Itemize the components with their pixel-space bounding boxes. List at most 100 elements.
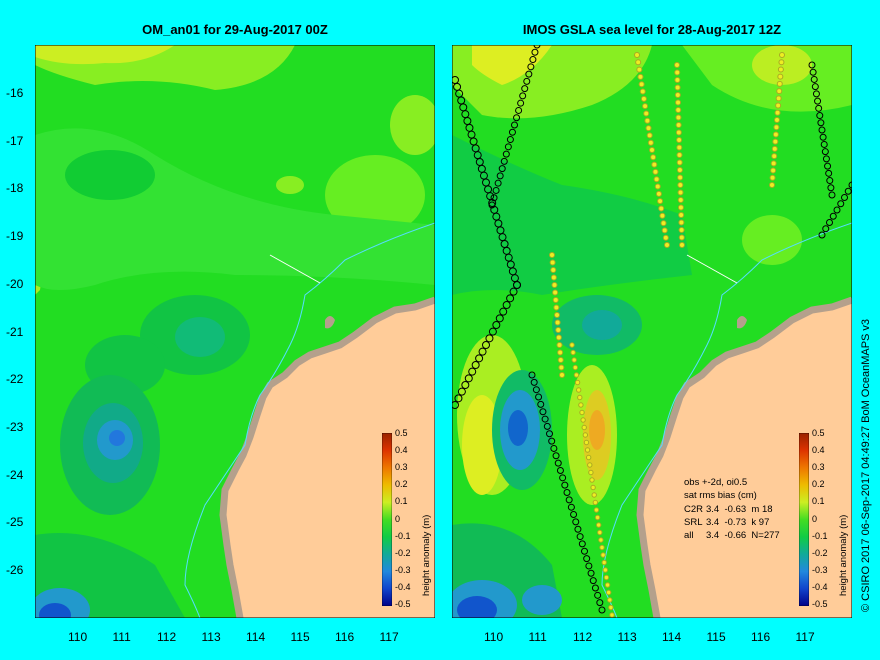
observation-marker xyxy=(771,153,778,160)
observation-marker xyxy=(521,85,529,93)
observation-marker xyxy=(826,177,834,185)
observation-marker xyxy=(657,198,664,205)
observation-marker xyxy=(772,138,779,145)
colorbar-tick-label: -0.1 xyxy=(812,530,828,541)
observation-marker xyxy=(646,132,653,139)
observation-marker xyxy=(552,452,560,460)
observation-marker xyxy=(848,181,852,189)
observation-marker xyxy=(675,129,682,136)
observation-marker xyxy=(573,372,580,378)
observation-marker xyxy=(574,379,581,386)
lat-tick-label: -25 xyxy=(6,515,24,530)
observation-marker xyxy=(559,474,567,482)
observation-marker xyxy=(454,394,463,403)
observation-marker xyxy=(674,92,681,98)
observation-marker xyxy=(600,552,606,558)
observation-marker xyxy=(659,212,666,219)
colorbar-tick-label: -0.3 xyxy=(395,564,411,575)
observation-marker xyxy=(569,342,575,348)
left-map-title: OM_an01 for 29-Aug-2017 00Z xyxy=(142,22,328,37)
colorbar-tick-label: 0.4 xyxy=(812,445,825,456)
observation-marker xyxy=(590,484,596,491)
colorbar-tick-label: 0.2 xyxy=(395,479,408,490)
observation-marker xyxy=(679,242,685,248)
observation-marker xyxy=(550,267,557,273)
coastline xyxy=(636,296,852,618)
observation-marker xyxy=(554,312,560,318)
observation-marker xyxy=(554,459,562,467)
observation-marker xyxy=(571,357,577,363)
observation-marker xyxy=(652,168,659,175)
observation-marker xyxy=(587,462,593,468)
observation-marker xyxy=(675,122,682,128)
lon-tick-label: 117 xyxy=(379,630,399,644)
observation-marker xyxy=(585,454,592,461)
stats-row-all-vals: 3.4 -0.66 N=277 xyxy=(706,530,780,541)
observation-marker xyxy=(837,200,845,208)
observation-marker xyxy=(457,387,466,396)
credit-text: © CSIRO 2017 06-Sep-2017 04:49:27 BoM Oc… xyxy=(860,318,872,612)
observation-marker xyxy=(598,537,604,543)
observation-marker xyxy=(812,90,820,98)
observation-marker xyxy=(809,68,817,76)
observation-marker xyxy=(637,73,644,80)
observation-marker xyxy=(572,518,580,526)
observation-marker xyxy=(581,547,588,555)
stats-row-all-sat: all xyxy=(684,530,694,541)
observation-marker xyxy=(557,349,564,356)
observation-marker xyxy=(485,334,494,343)
observation-marker xyxy=(827,184,835,192)
observation-marker xyxy=(531,48,539,56)
observation-marker xyxy=(558,364,565,371)
lat-tick-label: -18 xyxy=(6,181,24,196)
observation-marker xyxy=(772,131,779,138)
observation-marker xyxy=(674,62,680,68)
observation-marker xyxy=(644,117,651,124)
lon-tick-label: 114 xyxy=(662,630,682,644)
observation-marker xyxy=(770,160,777,167)
observation-marker xyxy=(675,107,682,113)
observation-marker xyxy=(678,234,685,241)
lon-tick-label: 110 xyxy=(68,630,88,644)
observation-marker xyxy=(598,606,606,614)
colorbar-tick-label: -0.2 xyxy=(395,547,411,558)
observation-marker xyxy=(565,496,573,504)
observation-marker xyxy=(829,212,837,220)
observation-marker xyxy=(810,75,818,83)
observation-marker xyxy=(525,70,533,78)
observation-marker xyxy=(676,137,683,143)
observation-marker xyxy=(506,136,514,144)
observation-marker xyxy=(583,439,590,446)
observation-marker xyxy=(559,372,565,378)
observation-marker xyxy=(828,191,836,199)
observation-marker xyxy=(537,400,545,408)
colorbar-tick-label: -0.5 xyxy=(812,599,828,609)
observation-marker xyxy=(517,99,525,107)
observation-marker xyxy=(557,357,564,363)
colorbar-tick-label: 0.5 xyxy=(395,428,408,438)
obs-window-text: obs +-2d, oi0.5 xyxy=(684,477,748,488)
colorbar-tick-label: 0.5 xyxy=(812,428,825,438)
colorbar-tick-label: 0 xyxy=(395,513,401,524)
observation-marker xyxy=(579,409,585,416)
observation-marker xyxy=(513,114,521,122)
observation-marker xyxy=(575,387,582,393)
observation-marker xyxy=(567,503,575,511)
observation-marker xyxy=(561,481,569,489)
observation-marker xyxy=(822,225,830,233)
observation-marker xyxy=(468,367,477,376)
observation-marker xyxy=(535,393,543,401)
observation-marker xyxy=(674,69,681,76)
observation-marker xyxy=(572,364,579,371)
stats-row-c2r-vals: 3.4 -0.63 m 18 xyxy=(706,504,773,515)
observation-marker xyxy=(770,167,777,174)
lon-tick-label: 113 xyxy=(201,630,221,644)
observation-marker xyxy=(576,533,584,541)
observation-marker xyxy=(482,341,490,349)
colorbar-tick-label: 0.3 xyxy=(395,462,408,473)
observation-marker xyxy=(498,165,506,173)
coastline xyxy=(219,296,435,618)
colorbar-tick-label: -0.4 xyxy=(812,581,828,592)
observation-marker xyxy=(588,469,594,476)
right-map-panel xyxy=(452,45,852,618)
